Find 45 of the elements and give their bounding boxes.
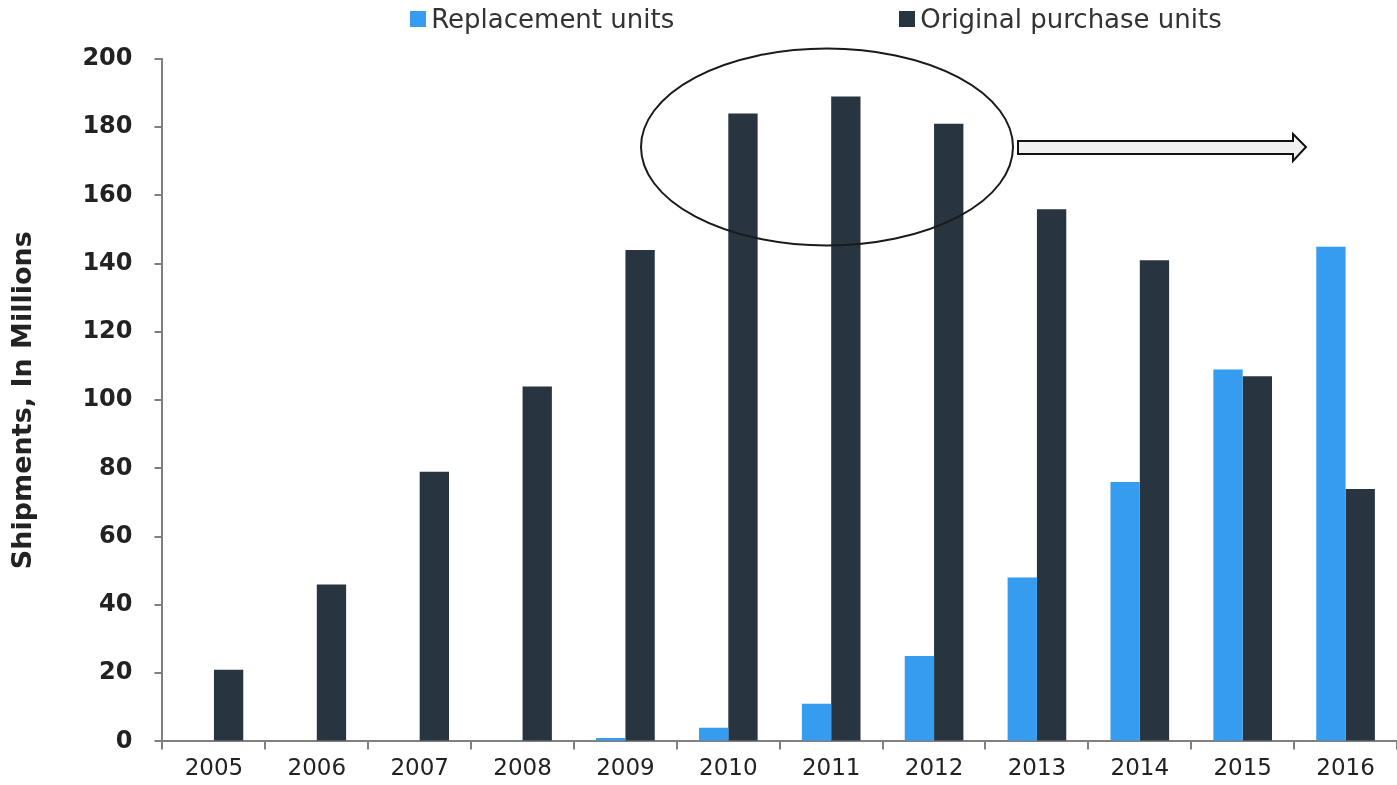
x-tick-label: 2011 [801,754,861,781]
x-tick-label: 2009 [596,754,655,781]
bar [625,250,655,741]
legend-label: Replacement units [431,4,675,34]
y-tick-label: 160 [82,179,133,208]
bar [934,123,964,741]
x-tick-label: 2012 [904,754,964,781]
y-axis-title: Shipments, In Millions [6,231,38,570]
x-tick-label: 2008 [493,754,552,781]
y-tick-label: 200 [82,43,133,72]
bar [1213,369,1243,741]
x-tick-label: 2015 [1213,754,1272,781]
bar [831,96,861,741]
bar [419,471,450,741]
x-tick-label: 2013 [1007,754,1067,781]
bar [522,386,552,741]
bar [1007,577,1037,741]
y-tick-label: 180 [82,111,133,140]
y-tick-label: 0 [115,725,133,754]
bar [801,703,832,741]
x-tick-label: 2010 [699,754,758,781]
bar [1036,209,1067,741]
x-tick-label: 2007 [390,754,449,781]
bar [1139,260,1170,741]
y-tick-label: 140 [82,247,133,276]
bar [728,113,758,741]
y-tick-label: 20 [99,657,133,686]
x-tick-label: 2014 [1110,754,1170,781]
y-tick-label: 40 [99,589,133,618]
bar [904,656,935,741]
bar [316,584,347,741]
x-tick-label: 2005 [184,754,244,781]
y-tick-label: 100 [82,384,133,413]
y-tick-label: 80 [99,452,133,481]
bar [1110,482,1140,741]
x-tick-label: 2016 [1316,754,1375,781]
bar [1345,488,1375,741]
bar [213,669,244,741]
legend-label: Original purchase units [920,4,1222,34]
bar [1316,246,1346,741]
x-tick-label: 2006 [287,754,347,781]
y-tick-label: 120 [82,316,133,345]
bar [1242,376,1273,741]
bar [698,727,729,741]
y-tick-label: 60 [99,520,133,549]
